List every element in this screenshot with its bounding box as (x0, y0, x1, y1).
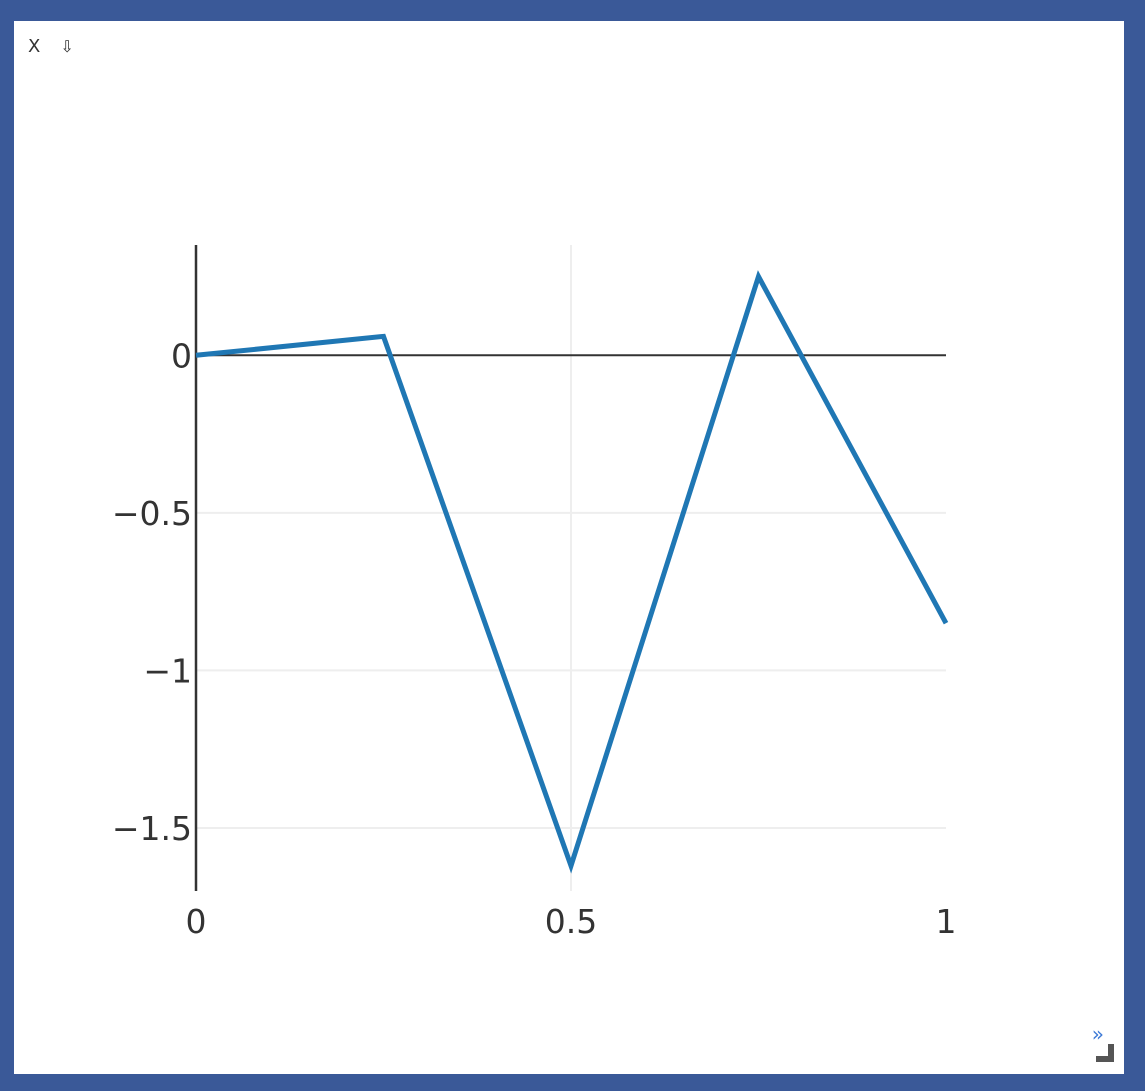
line-chart: 0 −0.5 −1 −1.5 0 0.5 1 (112, 245, 957, 941)
plot-panel: X ⇩ 0 −0.5 −1 −1.5 0 0.5 1 » (14, 21, 1124, 1074)
grid (196, 245, 946, 891)
tick-labels: 0 −0.5 −1 −1.5 0 0.5 1 (112, 336, 957, 941)
toolbar: X ⇩ (28, 35, 74, 59)
x-tick-label-0: 0 (186, 902, 207, 941)
x-tick-label-2: 1 (936, 902, 957, 941)
y-tick-label-3: −1.5 (112, 809, 192, 848)
y-tick-label-2: −1 (143, 651, 192, 690)
expand-icon[interactable]: » (1091, 1022, 1104, 1046)
close-button[interactable]: X (28, 36, 41, 57)
y-tick-label-1: −0.5 (112, 494, 192, 533)
resize-handle-icon[interactable] (1096, 1044, 1114, 1062)
series (195, 270, 949, 874)
axes (194, 245, 946, 891)
x-tick-label-1: 0.5 (545, 902, 597, 941)
y-tick-label-0: 0 (171, 336, 192, 375)
download-icon[interactable]: ⇩ (60, 37, 74, 56)
